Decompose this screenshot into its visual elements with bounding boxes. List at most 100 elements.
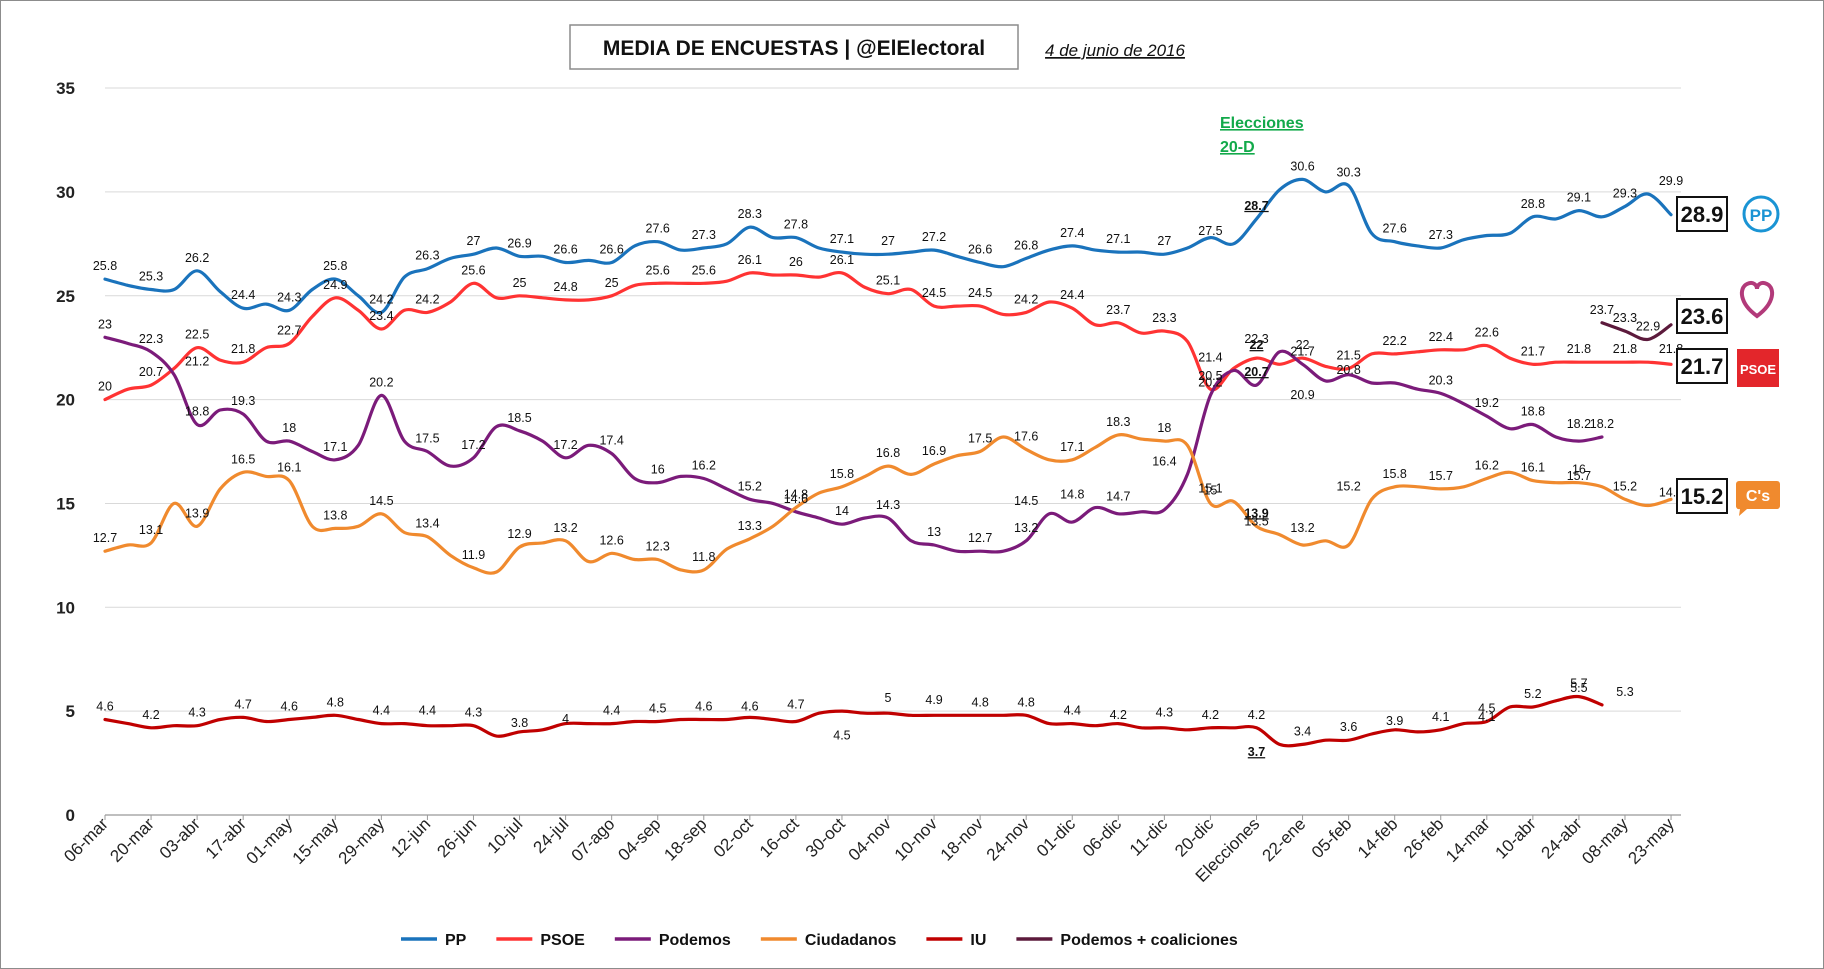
x-tick-label: 24-nov xyxy=(983,814,1034,865)
data-label: 18.2 xyxy=(1567,417,1591,431)
data-label: 17.2 xyxy=(461,438,485,452)
data-label: 17.1 xyxy=(323,440,347,454)
data-label: 17.1 xyxy=(1060,440,1084,454)
x-tick-label: 18-sep xyxy=(660,814,710,864)
data-label: 4.6 xyxy=(695,699,712,713)
data-label: 12.9 xyxy=(507,527,531,541)
annotation-elecciones: Elecciones xyxy=(1220,115,1304,132)
legend-label-psoe: PSOE xyxy=(540,932,585,949)
end-value: 28.9 xyxy=(1681,202,1724,227)
data-label: 5.3 xyxy=(1616,685,1633,699)
data-label: 14.5 xyxy=(1014,494,1038,508)
data-label: 18 xyxy=(282,421,296,435)
x-tick-label: 02-oct xyxy=(710,814,757,861)
data-label: 15.7 xyxy=(1567,469,1591,483)
data-label: 21.8 xyxy=(1567,342,1591,356)
data-label: 27.1 xyxy=(1106,232,1130,246)
x-tick-label: 03-abr xyxy=(156,814,204,862)
data-label: 13.5 xyxy=(1244,515,1268,529)
data-label: 29.9 xyxy=(1659,174,1683,188)
y-tick-label: 15 xyxy=(56,494,75,513)
end-value: 15.2 xyxy=(1681,484,1724,509)
data-label: 4.4 xyxy=(373,704,390,718)
data-label: 23.7 xyxy=(1590,303,1614,317)
data-label: 15.2 xyxy=(738,479,762,493)
data-label: 24.4 xyxy=(231,288,255,302)
data-label: 23.3 xyxy=(1152,311,1176,325)
data-label: 26.9 xyxy=(507,236,531,250)
data-label: 18.2 xyxy=(1590,417,1614,431)
pp-logo-text: PP xyxy=(1750,206,1773,225)
data-label: 19.2 xyxy=(1475,396,1499,410)
data-label: 13.9 xyxy=(1244,506,1268,520)
data-label: 13.2 xyxy=(1290,521,1314,535)
data-label: 24.8 xyxy=(553,280,577,294)
data-label: 18.8 xyxy=(1521,405,1545,419)
legend-label-pp: PP xyxy=(445,932,467,949)
data-label: 4.3 xyxy=(465,706,482,720)
data-label: 5.2 xyxy=(1524,687,1541,701)
data-label: 3.8 xyxy=(511,716,528,730)
x-tick-label: 15-may xyxy=(289,814,343,868)
x-tick-label: 20-mar xyxy=(106,814,158,866)
data-label: 21.8 xyxy=(1613,342,1637,356)
data-label: 22.9 xyxy=(1636,319,1660,333)
data-label: 4.3 xyxy=(188,706,205,720)
data-label: 22 xyxy=(1296,338,1310,352)
data-label: 21.7 xyxy=(1290,344,1314,358)
data-label: 22.5 xyxy=(185,328,209,342)
end-value-box xyxy=(1676,348,1728,384)
data-label: 4.8 xyxy=(327,695,344,709)
data-label: 20.7 xyxy=(1244,365,1268,379)
data-label: 13.2 xyxy=(553,521,577,535)
data-label: 16.2 xyxy=(692,459,716,473)
data-label: 22.7 xyxy=(277,324,301,338)
data-label: 27 xyxy=(881,234,895,248)
data-label: 20.3 xyxy=(1429,373,1453,387)
data-label: 14.8 xyxy=(1060,488,1084,502)
series-line-pp xyxy=(103,177,1673,315)
data-label: 27.8 xyxy=(784,218,808,232)
data-label: 23.7 xyxy=(1106,303,1130,317)
data-label: 14.6 xyxy=(784,492,808,506)
data-label: 28.8 xyxy=(1521,197,1545,211)
data-label: 21.2 xyxy=(185,355,209,369)
data-label: 4.8 xyxy=(971,695,988,709)
data-label: 4.8 xyxy=(1018,695,1035,709)
data-label: 5.5 xyxy=(1570,681,1587,695)
data-label: 20.7 xyxy=(139,365,163,379)
data-label: 25.8 xyxy=(323,259,347,273)
data-label: 29.1 xyxy=(1567,191,1591,205)
data-label: 21.8 xyxy=(231,342,255,356)
data-label: 14.7 xyxy=(1106,490,1130,504)
x-tick-label: 11-dic xyxy=(1126,814,1172,860)
data-label: 30.3 xyxy=(1336,166,1360,180)
x-tick-label: 12-jun xyxy=(387,814,434,861)
data-label: 17.6 xyxy=(1014,429,1038,443)
x-tick-label: 05-feb xyxy=(1308,814,1356,862)
data-label: 16.9 xyxy=(922,444,946,458)
data-label: 25.8 xyxy=(93,259,117,273)
data-label: 11.8 xyxy=(692,550,715,564)
data-label: 18.8 xyxy=(185,405,209,419)
data-label: 25.6 xyxy=(646,263,670,277)
data-label: 17.2 xyxy=(553,438,577,452)
data-label: 4 xyxy=(562,712,569,726)
pp-logo-icon xyxy=(1742,195,1780,233)
y-tick-label: 5 xyxy=(66,702,75,721)
data-label: 13 xyxy=(927,525,941,539)
data-label: 12.3 xyxy=(646,540,670,554)
data-label: 20 xyxy=(98,380,112,394)
data-label: 26.6 xyxy=(968,243,992,257)
data-label: 18 xyxy=(1157,421,1171,435)
data-label: 16.8 xyxy=(876,446,900,460)
title-box xyxy=(569,24,1019,70)
x-tick-label: 07-ago xyxy=(568,814,619,865)
data-label: 5 xyxy=(885,691,892,705)
data-label: 4.9 xyxy=(925,693,942,707)
x-tick-label: 26-jun xyxy=(433,814,480,861)
data-label: 4.1 xyxy=(1432,710,1449,724)
data-label: 28.7 xyxy=(1244,199,1268,213)
data-label: 22.6 xyxy=(1475,326,1499,340)
data-label: 22.4 xyxy=(1429,330,1453,344)
